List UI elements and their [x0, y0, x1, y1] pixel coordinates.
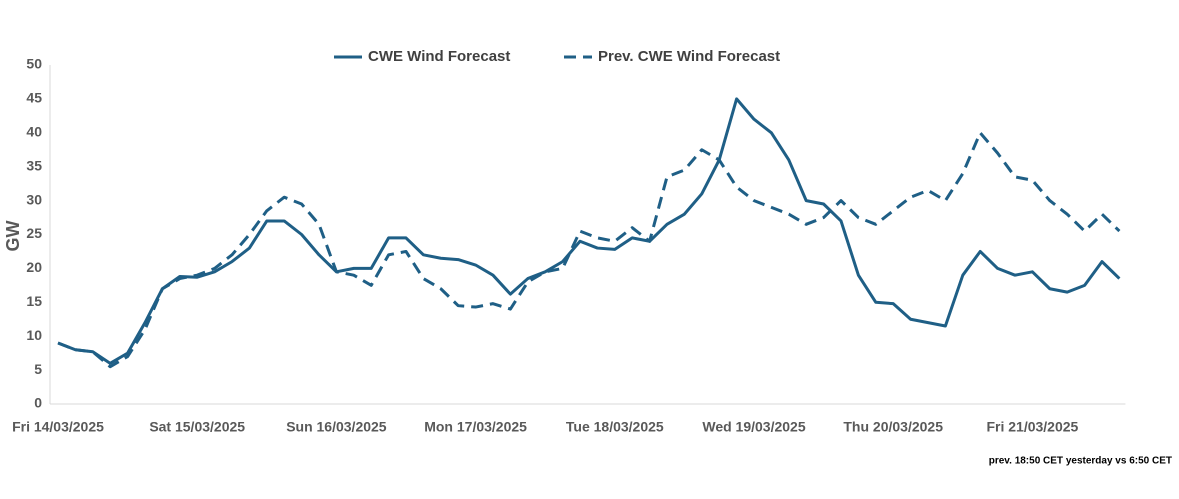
series-line: [57, 97, 1121, 365]
y-tick-label: 35: [26, 157, 42, 173]
y-tick-label: 15: [26, 293, 42, 309]
y-tick-label: 0: [34, 395, 42, 411]
x-tick-label: Fri 14/03/2025: [12, 419, 104, 435]
y-tick-label: 40: [26, 124, 42, 140]
x-tick-label: Wed 19/03/2025: [702, 419, 805, 435]
y-axis-label: GW: [3, 220, 23, 251]
legend-label: CWE Wind Forecast: [368, 48, 510, 65]
x-tick-label: Sun 16/03/2025: [286, 419, 387, 435]
x-tick-label: Sat 15/03/2025: [149, 419, 245, 435]
x-tick-label: Mon 17/03/2025: [424, 419, 527, 435]
y-tick-label: 10: [26, 327, 42, 343]
series-line: [57, 131, 1121, 369]
y-tick-label: 20: [26, 259, 42, 275]
legend-label: Prev. CWE Wind Forecast: [598, 48, 780, 65]
y-tick-label: 25: [26, 225, 42, 241]
y-tick-label: 30: [26, 191, 42, 207]
x-tick-label: Fri 21/03/2025: [986, 419, 1078, 435]
y-tick-label: 50: [26, 56, 42, 72]
y-tick-label: 45: [26, 90, 42, 106]
y-tick-label: 5: [34, 361, 42, 377]
x-tick-label: Thu 20/03/2025: [843, 419, 943, 435]
x-tick-label: Tue 18/03/2025: [566, 419, 664, 435]
footnote: prev. 18:50 CET yesterday vs 6:50 CET: [989, 456, 1172, 467]
